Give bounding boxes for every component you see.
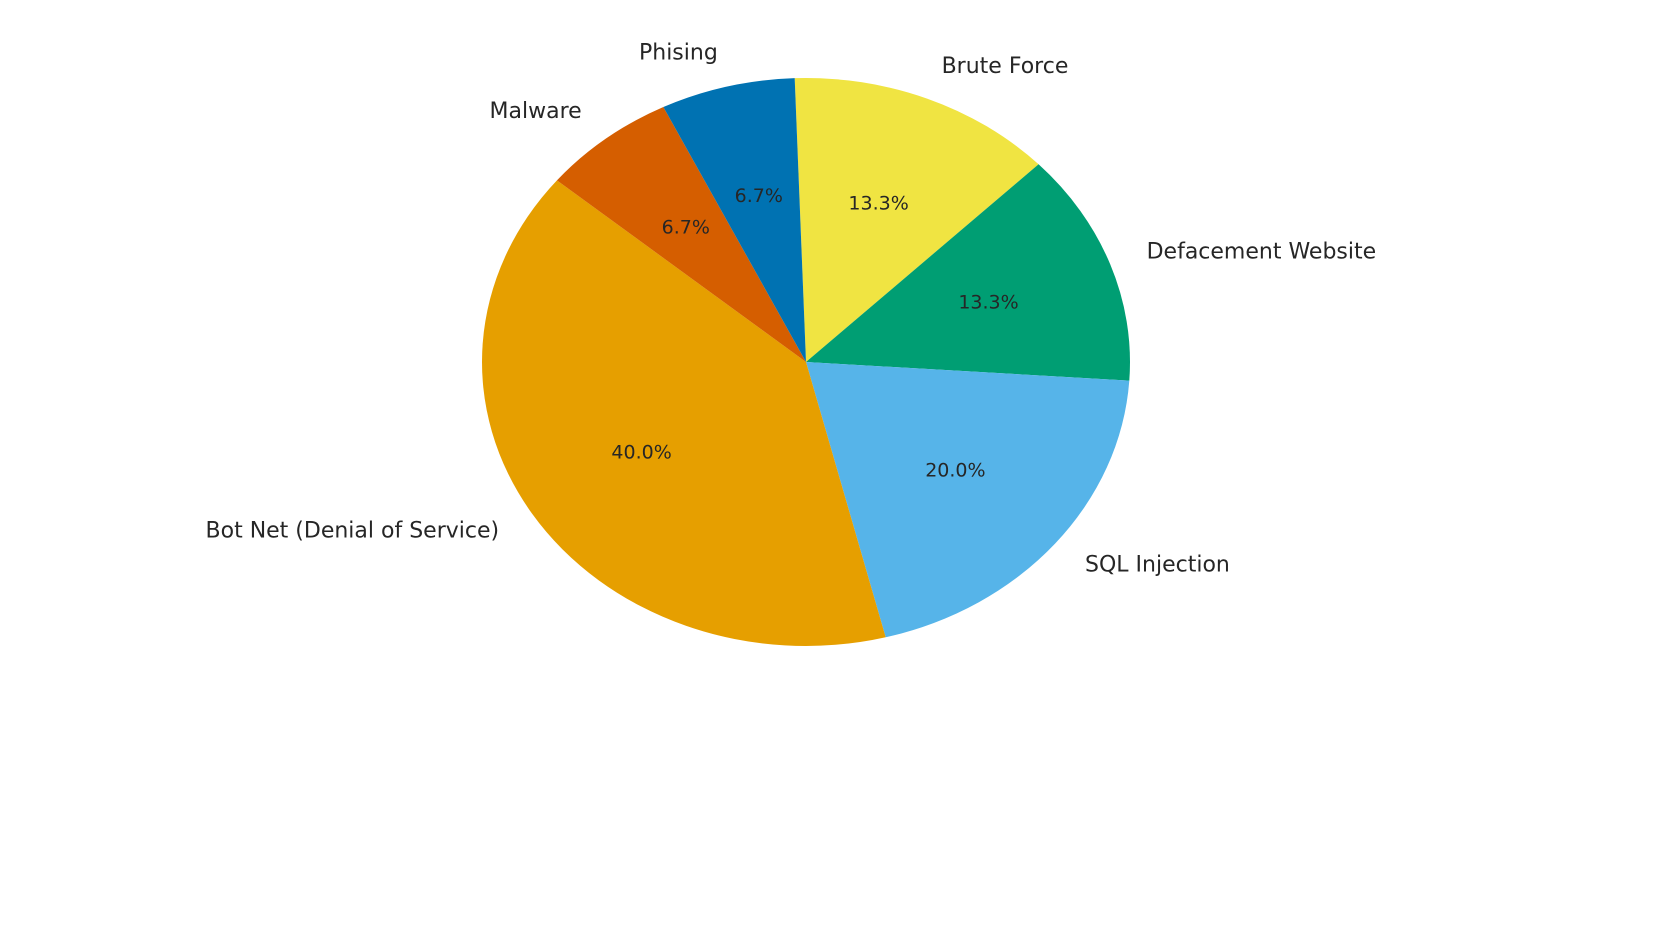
pie-pct-label-bot-net-denial-of-service: 40.0% xyxy=(611,441,671,463)
pie-label-defacement-website: Defacement Website xyxy=(1147,239,1377,264)
pie-slice-brute-force xyxy=(794,77,1039,362)
pie-label-malware: Malware xyxy=(490,99,582,124)
pie-slice-defacement-website xyxy=(806,164,1130,381)
labels-layer: 13.3% Brute Force 13.3% Defacement Website 2… xyxy=(206,40,1377,577)
pie-slice-bot-net-denial-of-service xyxy=(482,180,886,646)
pie-pct-label-brute-force: 13.3% xyxy=(848,192,908,214)
pie-slice-malware xyxy=(556,107,806,362)
pie-pct-label-malware: 6.7% xyxy=(662,217,710,239)
pie-label-bot-net-denial-of-service: Bot Net (Denial of Service) xyxy=(206,519,500,544)
pie-slice-sql-injection xyxy=(806,362,1130,638)
pie-slice-phising xyxy=(663,78,806,363)
pie-pct-label-phising: 6.7% xyxy=(735,185,783,207)
slices-layer xyxy=(482,77,1130,646)
pie-label-brute-force: Brute Force xyxy=(942,54,1069,79)
pie-pct-label-defacement-website: 13.3% xyxy=(958,292,1018,314)
pie-label-sql-injection: SQL Injection xyxy=(1085,552,1230,577)
pie-label-phising: Phising xyxy=(639,40,718,65)
pie-pct-label-sql-injection: 20.0% xyxy=(925,460,985,482)
